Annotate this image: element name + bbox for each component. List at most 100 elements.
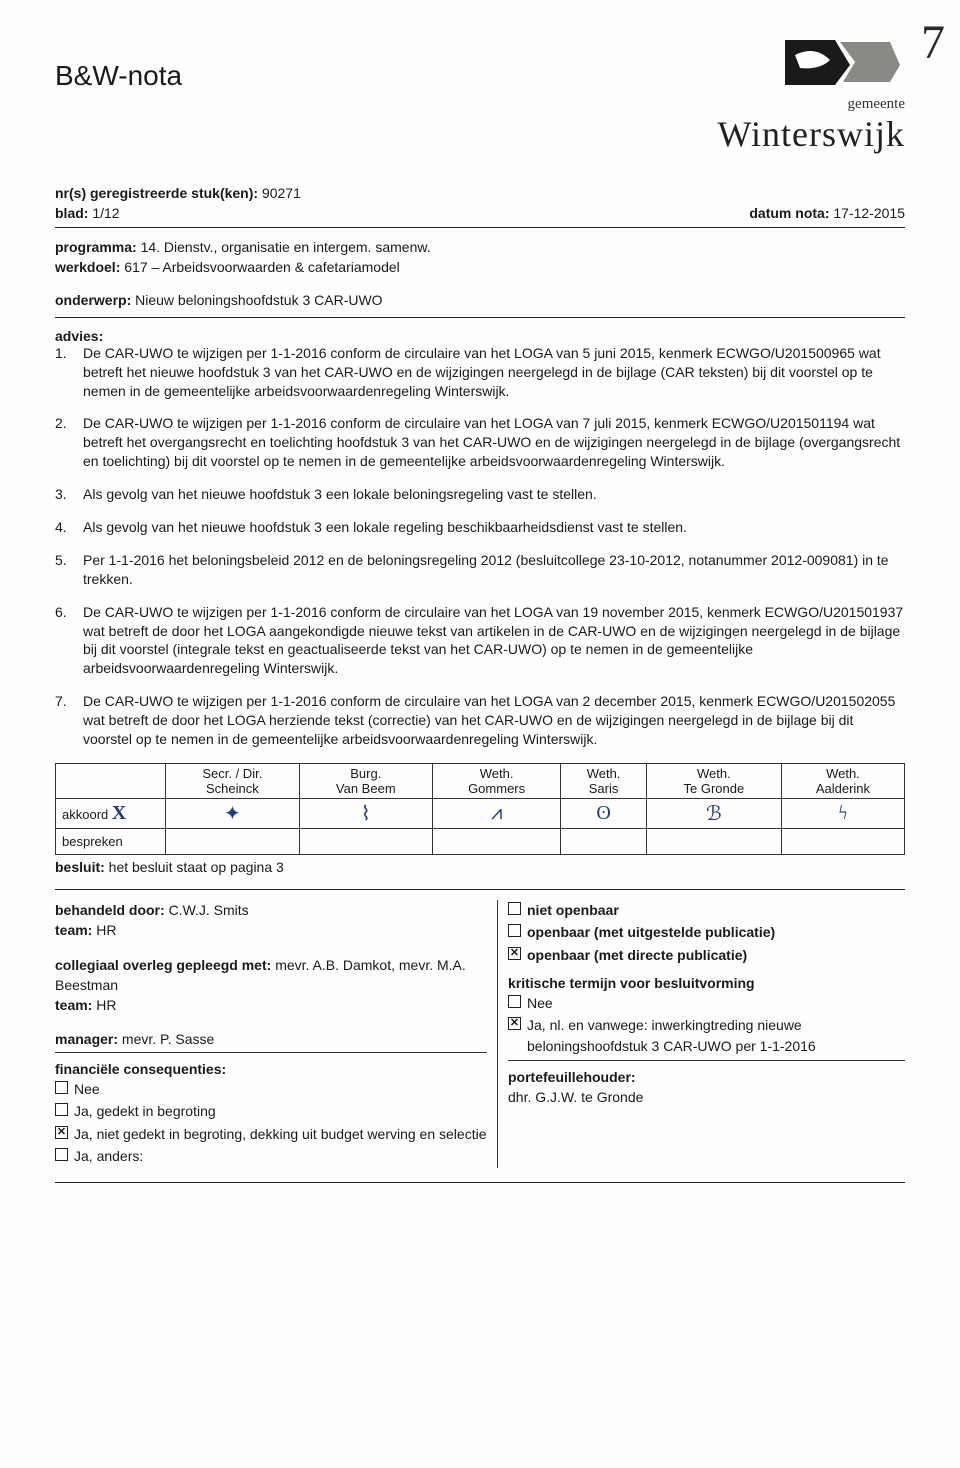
manager-label: manager: bbox=[55, 1031, 118, 1047]
checkbox-label: Nee bbox=[527, 993, 553, 1013]
signature-cell: ʘ bbox=[561, 798, 647, 828]
logo-text: gemeente Winterswijk bbox=[717, 96, 905, 155]
logo-main-text: Winterswijk bbox=[717, 113, 905, 155]
onderwerp-label: onderwerp: bbox=[55, 292, 131, 308]
advice-text: Als gevolg van het nieuwe hoofdstuk 3 ee… bbox=[83, 485, 905, 504]
signature-table: Secr. / Dir.Scheinck Burg.Van Beem Weth.… bbox=[55, 763, 905, 855]
termijn-options: NeeJa, nl. en vanwege: inwerkingtreding … bbox=[508, 993, 905, 1061]
fin-label: financiële consequenties: bbox=[55, 1059, 487, 1079]
advice-text: De CAR-UWO te wijzigen per 1-1-2016 conf… bbox=[83, 603, 905, 679]
signature-cell bbox=[299, 828, 432, 854]
signature-cell bbox=[781, 828, 904, 854]
col-header: Weth.Aalderink bbox=[781, 763, 904, 798]
blad-value: 1/12 bbox=[92, 205, 119, 221]
termijn-label: kritische termijn voor besluitvorming bbox=[508, 973, 905, 993]
werkdoel-value: 617 – Arbeidsvoorwaarden & cafetariamode… bbox=[124, 259, 400, 275]
werkdoel-label: werkdoel: bbox=[55, 259, 120, 275]
team-label: team: bbox=[55, 922, 92, 938]
advice-item: 5.Per 1-1-2016 het beloningsbeleid 2012 … bbox=[55, 551, 905, 589]
checkbox-icon bbox=[55, 1126, 68, 1139]
two-column-block: behandeld door: C.W.J. Smits team: HR co… bbox=[55, 900, 905, 1168]
checkbox-icon bbox=[55, 1103, 68, 1116]
advice-text: De CAR-UWO te wijzigen per 1-1-2016 conf… bbox=[83, 344, 905, 401]
divider bbox=[55, 1182, 905, 1183]
checkbox-row: Ja, anders: bbox=[55, 1146, 487, 1166]
onderwerp-value: Nieuw beloningshoofdstuk 3 CAR-UWO bbox=[135, 292, 382, 308]
col-header: Weth.Gommers bbox=[432, 763, 560, 798]
blad-label: blad: bbox=[55, 205, 88, 221]
row-label-bespreken: bespreken bbox=[56, 828, 166, 854]
col-header: Weth.Te Gronde bbox=[646, 763, 781, 798]
programma-value: 14. Dienstv., organisatie en intergem. s… bbox=[141, 239, 431, 255]
table-row-akkoord: akkoord X ✦ ⌇ ⩘ ʘ ℬ ϟ bbox=[56, 798, 905, 828]
signature-mark: ⌇ bbox=[361, 803, 371, 825]
divider bbox=[55, 227, 905, 228]
akkoord-x-mark: X bbox=[112, 802, 126, 824]
team2-label: team: bbox=[55, 997, 92, 1013]
advice-number: 7. bbox=[55, 692, 83, 749]
advice-number: 4. bbox=[55, 518, 83, 537]
col-header: Burg.Van Beem bbox=[299, 763, 432, 798]
page: 7 B&W-nota gemeente Winterswijk nr(s) ge… bbox=[0, 0, 960, 1468]
checkbox-row: Nee bbox=[55, 1079, 487, 1099]
advice-text: Per 1-1-2016 het beloningsbeleid 2012 en… bbox=[83, 551, 905, 589]
programma-label: programma: bbox=[55, 239, 137, 255]
team2-value: HR bbox=[96, 997, 116, 1013]
signature-mark: ℬ bbox=[706, 803, 722, 825]
advice-item: 7.De CAR-UWO te wijzigen per 1-1-2016 co… bbox=[55, 692, 905, 749]
advice-number: 2. bbox=[55, 414, 83, 471]
signature-cell bbox=[646, 828, 781, 854]
besluit-line: besluit: het besluit staat op pagina 3 bbox=[55, 859, 905, 875]
checkbox-label: openbaar (met directe publicatie) bbox=[527, 945, 747, 965]
signature-cell bbox=[561, 828, 647, 854]
advice-item: 3.Als gevolg van het nieuwe hoofdstuk 3 … bbox=[55, 485, 905, 504]
nrs-label: nr(s) geregistreerde stuk(ken): bbox=[55, 185, 258, 201]
checkbox-label: Ja, anders: bbox=[74, 1146, 143, 1166]
advice-number: 6. bbox=[55, 603, 83, 679]
openbaar-options: niet openbaaropenbaar (met uitgestelde p… bbox=[508, 900, 905, 965]
portef-value: dhr. G.J.W. te Gronde bbox=[508, 1087, 905, 1107]
advice-item: 6.De CAR-UWO te wijzigen per 1-1-2016 co… bbox=[55, 603, 905, 679]
checkbox-icon bbox=[508, 995, 521, 1008]
table-row-bespreken: bespreken bbox=[56, 828, 905, 854]
datum-label: datum nota: bbox=[749, 205, 829, 221]
signature-mark: ⩘ bbox=[491, 802, 502, 824]
besluit-value: het besluit staat op pagina 3 bbox=[109, 859, 284, 875]
header: B&W-nota gemeente Winterswijk bbox=[55, 30, 905, 155]
collegiaal-label: collegiaal overleg gepleegd met: bbox=[55, 957, 271, 973]
checkbox-row: Nee bbox=[508, 993, 905, 1013]
signature-cell bbox=[166, 828, 300, 854]
checkbox-label: openbaar (met uitgestelde publicatie) bbox=[527, 922, 775, 942]
signature-mark: ʘ bbox=[596, 802, 610, 824]
divider bbox=[55, 317, 905, 318]
behandeld-value: C.W.J. Smits bbox=[169, 902, 249, 918]
behandeld-label: behandeld door: bbox=[55, 902, 165, 918]
advice-item: 1.De CAR-UWO te wijzigen per 1-1-2016 co… bbox=[55, 344, 905, 401]
nrs-value: 90271 bbox=[262, 185, 301, 201]
checkbox-label: Ja, niet gedekt in begroting, dekking ui… bbox=[74, 1124, 487, 1144]
checkbox-row: openbaar (met uitgestelde publicatie) bbox=[508, 922, 905, 942]
logo-icon bbox=[775, 30, 905, 100]
divider bbox=[55, 889, 905, 890]
advice-item: 2.De CAR-UWO te wijzigen per 1-1-2016 co… bbox=[55, 414, 905, 471]
checkbox-row: openbaar (met directe publicatie) bbox=[508, 945, 905, 965]
col-header: Secr. / Dir.Scheinck bbox=[166, 763, 300, 798]
logo-top-text: gemeente bbox=[848, 96, 905, 112]
meta-row-1: nr(s) geregistreerde stuk(ken): 90271 bbox=[55, 185, 905, 201]
checkbox-row: Ja, gedekt in begroting bbox=[55, 1101, 487, 1121]
advice-text: Als gevolg van het nieuwe hoofdstuk 3 ee… bbox=[83, 518, 905, 537]
checkbox-label: Nee bbox=[74, 1079, 100, 1099]
advice-text: De CAR-UWO te wijzigen per 1-1-2016 conf… bbox=[83, 692, 905, 749]
meta-row-2: blad: 1/12 datum nota: 17-12-2015 bbox=[55, 205, 905, 221]
advies-list: 1.De CAR-UWO te wijzigen per 1-1-2016 co… bbox=[55, 344, 905, 749]
checkbox-icon bbox=[55, 1148, 68, 1161]
fin-options: NeeJa, gedekt in begroting Ja, niet gedek… bbox=[55, 1079, 487, 1166]
doc-title: B&W-nota bbox=[55, 60, 182, 92]
checkbox-icon bbox=[508, 924, 521, 937]
signature-mark: ✦ bbox=[224, 803, 241, 825]
advies-label: advies: bbox=[55, 328, 905, 344]
right-column: niet openbaaropenbaar (met uitgestelde p… bbox=[497, 900, 905, 1168]
checkbox-label: Ja, gedekt in begroting bbox=[74, 1101, 216, 1121]
portef-label: portefeuillehouder: bbox=[508, 1069, 636, 1085]
advice-number: 1. bbox=[55, 344, 83, 401]
